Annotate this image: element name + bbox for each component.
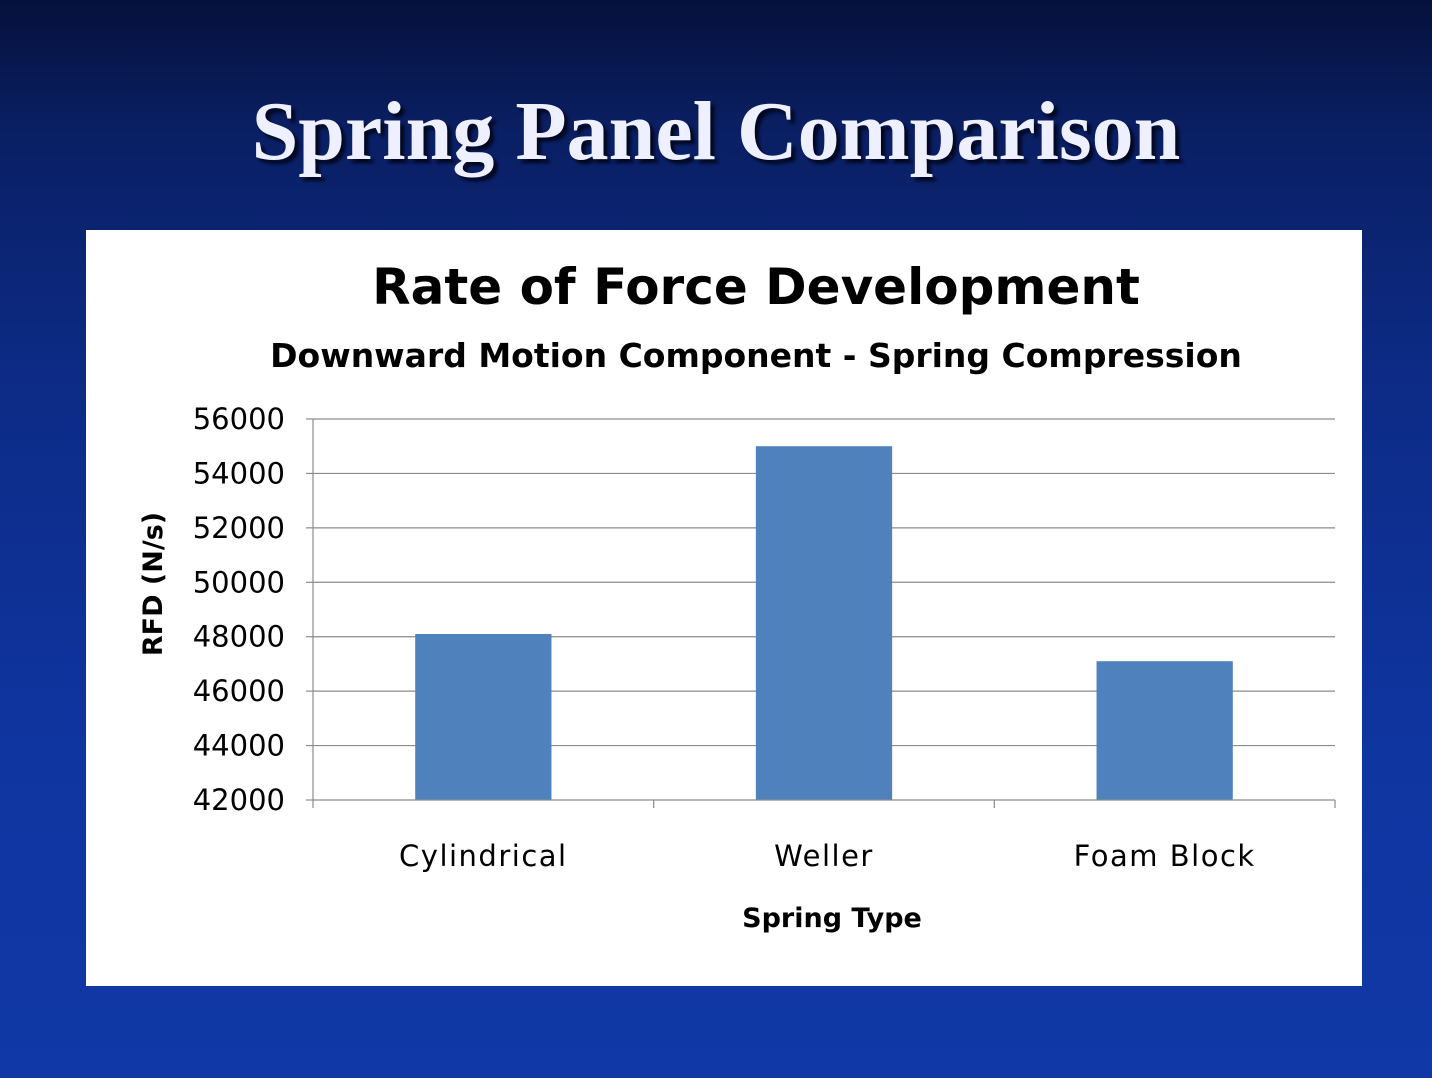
axes [306,418,1336,808]
x-axis-title: Spring Type [742,903,922,934]
y-tick-label: 52000 [193,511,285,545]
bar-chart: Rate of Force Development Downward Motio… [138,258,1336,934]
y-tick-label: 48000 [193,620,285,654]
bar-weller [755,446,893,800]
chart-title: Rate of Force Development [372,258,1140,316]
y-tick-label: 54000 [193,456,285,490]
y-tick-label: 46000 [193,674,285,708]
x-category-label: Cylindrical [399,839,568,873]
y-tick-labels: 42000 44000 46000 48000 50000 52000 54000 56000 [193,402,285,817]
x-category-label: Weller [774,839,874,873]
y-tick-label: 56000 [193,402,285,436]
x-category-label: Foam Block [1074,839,1256,873]
y-axis-title: RFD (N/s) [138,512,169,656]
chart-subtitle: Downward Motion Component - Spring Compr… [270,336,1242,375]
bar-foam-block [1096,661,1233,800]
chart-panel: Rate of Force Development Downward Motio… [86,230,1362,986]
y-tick-label: 50000 [193,565,285,599]
slide-title: Spring Panel Comparison [251,85,1181,178]
y-tick-label: 42000 [193,783,285,817]
bar-cylindrical [415,633,552,800]
y-tick-label: 44000 [193,729,285,763]
x-category-labels: Cylindrical Weller Foam Block [399,839,1256,873]
bars [415,446,1233,800]
